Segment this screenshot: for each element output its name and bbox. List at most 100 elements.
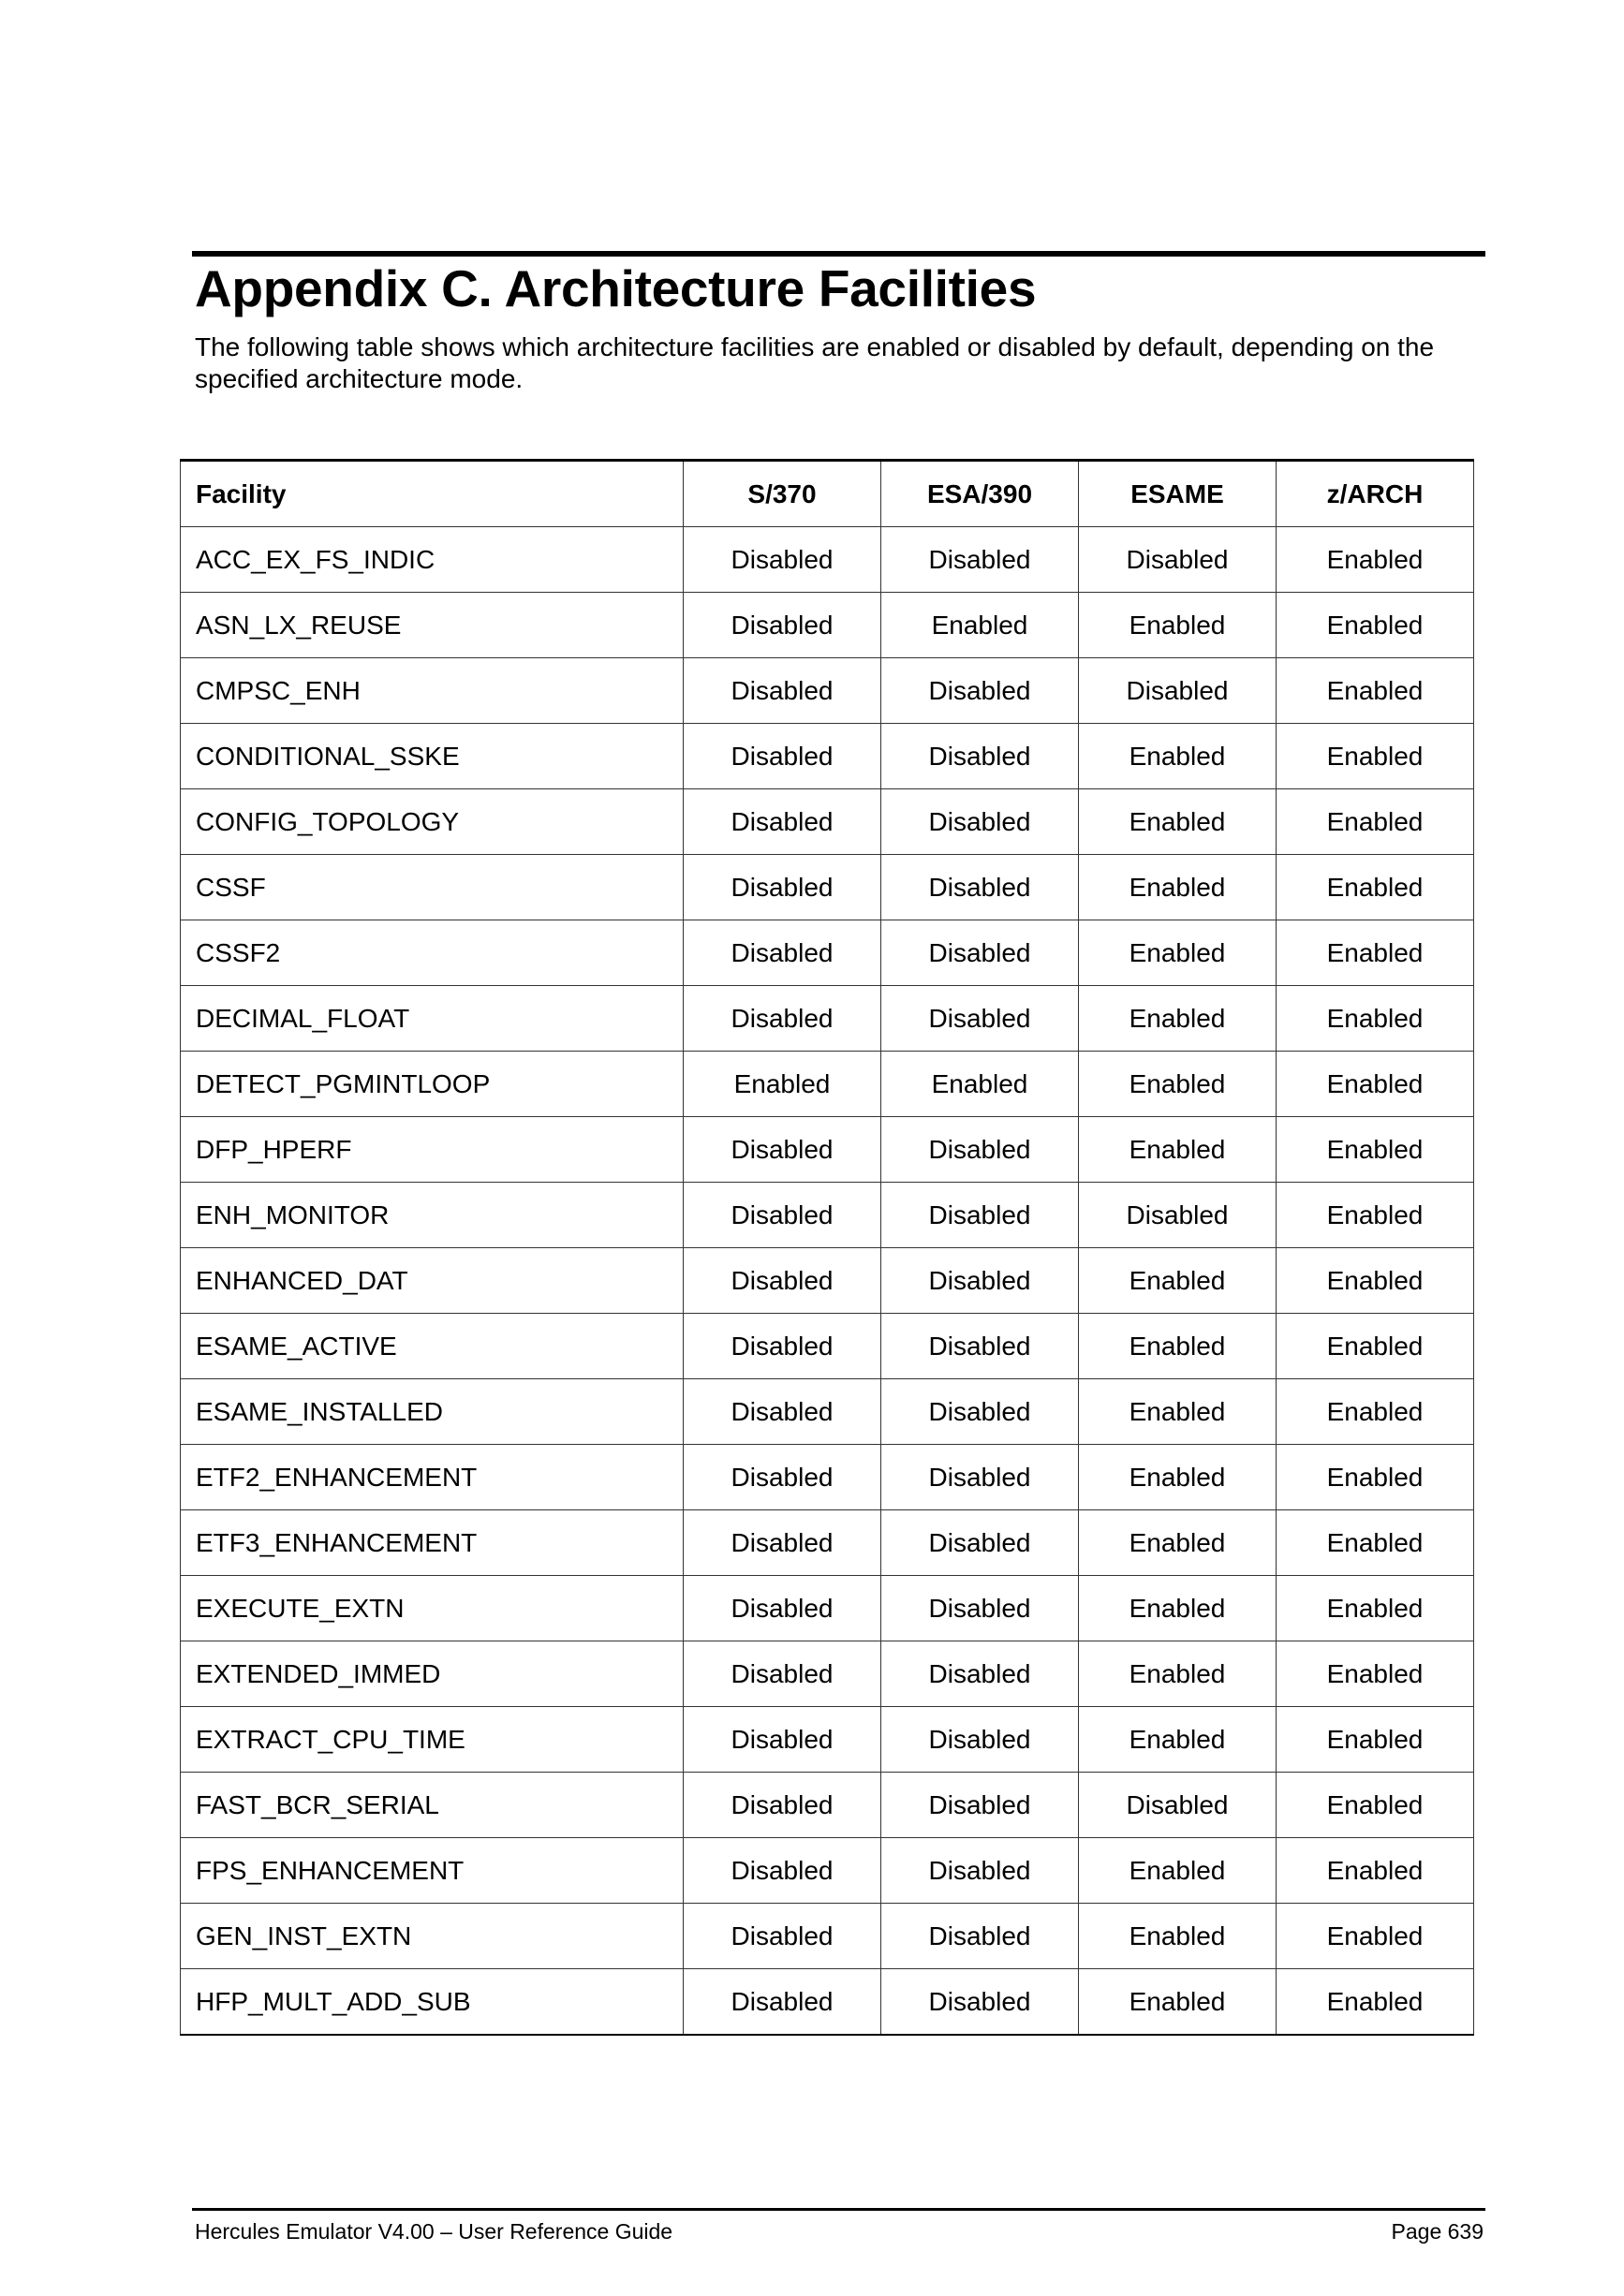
intro-paragraph: The following table shows which architec… xyxy=(195,332,1435,393)
table-row: DETECT_PGMINTLOOP Enabled Enabled Enabled En… xyxy=(180,1051,1474,1117)
facility-status: Disabled xyxy=(683,657,881,724)
facility-status: Disabled xyxy=(683,1116,881,1183)
facility-name: ETF3_ENHANCEMENT xyxy=(180,1509,684,1576)
facility-status: Disabled xyxy=(683,1968,881,2036)
table-row: CSSF Disabled Disabled Enabled Enabled xyxy=(180,854,1474,920)
facility-status: Enabled xyxy=(1078,1641,1277,1707)
table-row: DFP_HPERF Disabled Disabled Enabled Enabled xyxy=(180,1116,1474,1183)
facility-status: Disabled xyxy=(880,1772,1079,1838)
facility-status: Enabled xyxy=(1078,985,1277,1052)
facility-status: Disabled xyxy=(683,1903,881,1969)
facility-status: Enabled xyxy=(1276,1903,1474,1969)
facility-name: ESAME_INSTALLED xyxy=(180,1378,684,1445)
facility-status: Enabled xyxy=(1276,1378,1474,1445)
facility-status: Enabled xyxy=(1276,985,1474,1052)
facility-status: Enabled xyxy=(1078,1509,1277,1576)
facility-status: Disabled xyxy=(683,1772,881,1838)
facility-status: Enabled xyxy=(1078,723,1277,789)
facility-status: Disabled xyxy=(1078,657,1277,724)
column-header: Facility xyxy=(180,460,684,527)
facility-status: Disabled xyxy=(880,1247,1079,1314)
facility-status: Enabled xyxy=(1276,1182,1474,1248)
facility-status: Enabled xyxy=(1276,1772,1474,1838)
facility-status: Enabled xyxy=(1276,1313,1474,1379)
facility-status: Disabled xyxy=(880,1313,1079,1379)
facility-status: Enabled xyxy=(1078,1378,1277,1445)
table-row: ENH_MONITOR Disabled Disabled Disabled Enabl… xyxy=(180,1182,1474,1248)
facility-status: Enabled xyxy=(1078,592,1277,658)
facility-status: Disabled xyxy=(880,1903,1079,1969)
facility-status: Disabled xyxy=(880,1706,1079,1773)
table-row: ETF3_ENHANCEMENT Disabled Disabled Enabled E… xyxy=(180,1509,1474,1576)
facility-status: Enabled xyxy=(1276,920,1474,986)
facility-status: Enabled xyxy=(880,592,1079,658)
facility-status: Enabled xyxy=(1276,526,1474,593)
facility-status: Disabled xyxy=(683,723,881,789)
facility-status: Disabled xyxy=(683,1444,881,1510)
facility-name: ENH_MONITOR xyxy=(180,1182,684,1248)
facility-status: Enabled xyxy=(1276,1116,1474,1183)
column-header: S/370 xyxy=(683,460,881,527)
facility-status: Enabled xyxy=(1276,1641,1474,1707)
table-row: ETF2_ENHANCEMENT Disabled Disabled Enabled E… xyxy=(180,1444,1474,1510)
facility-status: Disabled xyxy=(683,1509,881,1576)
facility-status: Enabled xyxy=(1078,1247,1277,1314)
facility-status: Disabled xyxy=(880,1444,1079,1510)
facility-status: Disabled xyxy=(880,1182,1079,1248)
facility-status: Disabled xyxy=(880,1968,1079,2036)
facility-status: Disabled xyxy=(683,1247,881,1314)
facility-name: EXTRACT_CPU_TIME xyxy=(180,1706,684,1773)
facility-status: Enabled xyxy=(1078,1837,1277,1904)
facility-status: Disabled xyxy=(683,1575,881,1641)
facility-name: ENHANCED_DAT xyxy=(180,1247,684,1314)
heading-rule xyxy=(192,251,1485,257)
facility-status: Enabled xyxy=(1276,1247,1474,1314)
footer-rule xyxy=(192,2208,1485,2211)
facility-name: CSSF xyxy=(180,854,684,920)
facility-status: Enabled xyxy=(1276,788,1474,855)
table-row: GEN_INST_EXTN Disabled Disabled Enabled Enab… xyxy=(180,1903,1474,1969)
facility-status: Enabled xyxy=(1276,657,1474,724)
footer-title: Hercules Emulator V4.00 – User Reference… xyxy=(195,2219,673,2244)
table-row: CMPSC_ENH Disabled Disabled Disabled Enabled xyxy=(180,657,1474,724)
facility-status: Disabled xyxy=(1078,1772,1277,1838)
facility-status: Disabled xyxy=(683,1706,881,1773)
facility-status: Enabled xyxy=(1276,1837,1474,1904)
facility-name: ASN_LX_REUSE xyxy=(180,592,684,658)
facility-status: Disabled xyxy=(880,1641,1079,1707)
facility-status: Enabled xyxy=(1078,1575,1277,1641)
facility-status: Disabled xyxy=(683,854,881,920)
facility-name: FAST_BCR_SERIAL xyxy=(180,1772,684,1838)
facility-status: Disabled xyxy=(683,920,881,986)
facility-name: DETECT_PGMINTLOOP xyxy=(180,1051,684,1117)
facility-status: Enabled xyxy=(683,1051,881,1117)
facility-status: Disabled xyxy=(880,985,1079,1052)
facility-status: Disabled xyxy=(683,1313,881,1379)
facility-name: ACC_EX_FS_INDIC xyxy=(180,526,684,593)
facility-status: Enabled xyxy=(1276,592,1474,658)
facility-status: Disabled xyxy=(1078,526,1277,593)
facility-name: CSSF2 xyxy=(180,920,684,986)
facility-status: Disabled xyxy=(683,1837,881,1904)
facility-status: Disabled xyxy=(683,985,881,1052)
table-row: ESAME_INSTALLED Disabled Disabled Enabled En… xyxy=(180,1378,1474,1445)
facility-status: Disabled xyxy=(880,657,1079,724)
column-header: ESA/390 xyxy=(880,460,1079,527)
facility-status: Disabled xyxy=(880,1378,1079,1445)
facility-status: Enabled xyxy=(1276,723,1474,789)
facility-status: Disabled xyxy=(880,1116,1079,1183)
facility-status: Enabled xyxy=(1078,1116,1277,1183)
facility-status: Enabled xyxy=(1276,1706,1474,1773)
facility-status: Enabled xyxy=(1276,1509,1474,1576)
table-header-row: Facility S/370 ESA/390 ESAME z/ARCH xyxy=(180,460,1474,527)
facility-status: Enabled xyxy=(1276,1444,1474,1510)
facility-status: Disabled xyxy=(683,1641,881,1707)
page-title: Appendix C. Architecture Facilities xyxy=(195,259,1037,317)
table-row: HFP_MULT_ADD_SUB Disabled Disabled Enabled E… xyxy=(180,1968,1474,2036)
page-number: Page 639 xyxy=(1391,2219,1484,2244)
facility-status: Enabled xyxy=(1078,1706,1277,1773)
facility-name: EXECUTE_EXTN xyxy=(180,1575,684,1641)
facility-status: Disabled xyxy=(880,723,1079,789)
facilities-table: Facility S/370 ESA/390 ESAME z/ARCH ACC_EX_F… xyxy=(180,459,1474,2036)
facility-status: Enabled xyxy=(1276,854,1474,920)
